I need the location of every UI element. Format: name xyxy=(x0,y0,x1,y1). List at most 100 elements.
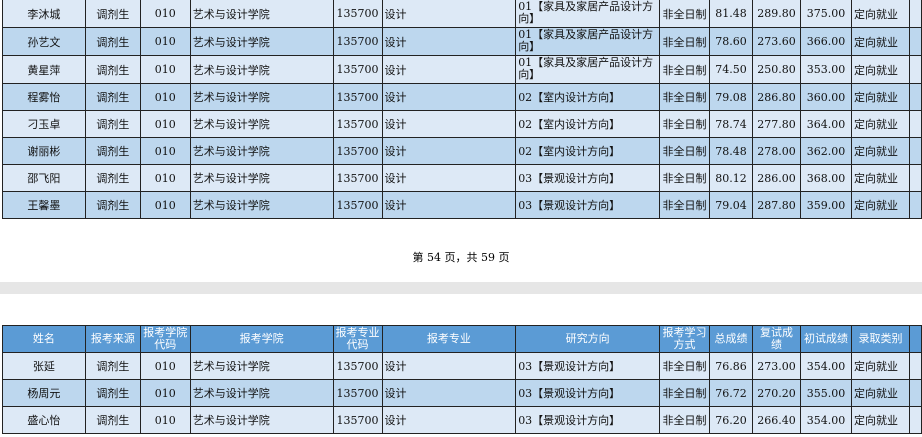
cell-source: 调剂生 xyxy=(84,191,141,219)
cell-source: 调剂生 xyxy=(84,55,141,84)
cell-major: 设计 xyxy=(381,352,517,380)
cell-major-code: 135700 xyxy=(332,83,383,111)
cell-major: 设计 xyxy=(381,137,517,165)
cell-college-code: 010 xyxy=(139,137,191,165)
cell-major: 设计 xyxy=(381,164,517,192)
cell-total-score: 76.20 xyxy=(709,406,754,434)
cell-initial-score: 353.00 xyxy=(800,55,852,84)
cell-retest-score: 250.80 xyxy=(752,55,801,84)
cell-college: 艺术与设计学院 xyxy=(189,55,334,84)
header-retest-score: 复试成绩 xyxy=(752,325,801,353)
cell-extra xyxy=(908,379,922,407)
cell-total-score: 81.48 xyxy=(709,0,754,28)
cell-major: 设计 xyxy=(381,110,517,138)
cell-initial-score: 368.00 xyxy=(800,164,852,192)
header-college: 报考学院 xyxy=(189,325,334,353)
table-row: 黄星萍 调剂生 010 艺术与设计学院 135700 设计 01【家具及家居产品设计方向】非… xyxy=(2,55,922,84)
cell-initial-score: 375.00 xyxy=(800,0,852,28)
cell-major-code: 135700 xyxy=(332,110,383,138)
header-name: 姓名 xyxy=(2,325,86,353)
cell-source: 调剂生 xyxy=(84,352,141,380)
admission-table-page-55: 姓名 报考来源 报考学院代码 报考学院 报考专业代码 报考专业 研究方向 报考学习方式 总成绩复… xyxy=(2,325,922,434)
cell-major: 设计 xyxy=(381,83,517,111)
cell-admission-type: 定向就业 xyxy=(850,379,910,407)
cell-college: 艺术与设计学院 xyxy=(189,83,334,111)
cell-college: 艺术与设计学院 xyxy=(189,0,334,28)
cell-source: 调剂生 xyxy=(84,379,141,407)
cell-major-code: 135700 xyxy=(332,55,383,84)
cell-name: 黄星萍 xyxy=(2,55,86,84)
cell-research-direction: 01【家具及家居产品设计方向】 xyxy=(515,0,661,28)
cell-research-direction: 01【家具及家居产品设计方向】 xyxy=(515,55,661,84)
cell-retest-score: 270.20 xyxy=(752,379,801,407)
cell-total-score: 76.72 xyxy=(709,379,754,407)
cell-college: 艺术与设计学院 xyxy=(189,110,334,138)
table-row: 杨周元 调剂生 010 艺术与设计学院 135700 设计 03【景观设计方向】 非全日制 76… xyxy=(2,379,922,407)
cell-major-code: 135700 xyxy=(332,191,383,219)
cell-initial-score: 354.00 xyxy=(800,352,852,380)
cell-name: 刁玉卓 xyxy=(2,110,86,138)
cell-study-mode: 非全日制 xyxy=(659,352,711,380)
cell-total-score: 74.50 xyxy=(709,55,754,84)
cell-extra xyxy=(908,27,922,56)
cell-admission-type: 定向就业 xyxy=(850,27,910,56)
cell-source: 调剂生 xyxy=(84,83,141,111)
cell-retest-score: 289.80 xyxy=(752,0,801,28)
cell-total-score: 80.12 xyxy=(709,164,754,192)
header-initial-score: 初试成绩 xyxy=(800,325,852,353)
cell-college: 艺术与设计学院 xyxy=(189,137,334,165)
cell-college: 艺术与设计学院 xyxy=(189,164,334,192)
cell-retest-score: 277.80 xyxy=(752,110,801,138)
table-row: 刁玉卓 调剂生 010 艺术与设计学院 135700 设计 02【室内设计方向】 非全日制 78… xyxy=(2,110,922,138)
cell-name: 盛心怡 xyxy=(2,406,86,434)
table-row: 李沐城 调剂生 010 艺术与设计学院 135700 设计 01【家具及家居产品设计方向】非… xyxy=(2,0,922,28)
cell-extra xyxy=(908,164,922,192)
cell-research-direction: 02【室内设计方向】 xyxy=(515,110,661,138)
cell-source: 调剂生 xyxy=(84,137,141,165)
table-row: 谢丽彬 调剂生 010 艺术与设计学院 135700 设计 02【室内设计方向】 非全日制 78… xyxy=(2,137,922,165)
cell-study-mode: 非全日制 xyxy=(659,55,711,84)
cell-research-direction: 03【景观设计方向】 xyxy=(515,352,661,380)
table-row: 孙艺文 调剂生 010 艺术与设计学院 135700 设计 01【家具及家居产品设计方向】非… xyxy=(2,27,922,56)
cell-study-mode: 非全日制 xyxy=(659,110,711,138)
cell-study-mode: 非全日制 xyxy=(659,406,711,434)
cell-college: 艺术与设计学院 xyxy=(189,191,334,219)
cell-name: 程雾怡 xyxy=(2,83,86,111)
header-admission-type: 录取类别 xyxy=(850,325,910,353)
cell-admission-type: 定向就业 xyxy=(850,110,910,138)
cell-extra xyxy=(908,55,922,84)
cell-major-code: 135700 xyxy=(332,27,383,56)
cell-major-code: 135700 xyxy=(332,352,383,380)
cell-college: 艺术与设计学院 xyxy=(189,406,334,434)
cell-major: 设计 xyxy=(381,379,517,407)
cell-major-code: 135700 xyxy=(332,164,383,192)
table-row: 程雾怡 调剂生 010 艺术与设计学院 135700 设计 02【室内设计方向】 非全日制 79… xyxy=(2,83,922,111)
cell-research-direction: 03【景观设计方向】 xyxy=(515,406,661,434)
cell-study-mode: 非全日制 xyxy=(659,191,711,219)
cell-initial-score: 362.00 xyxy=(800,137,852,165)
cell-admission-type: 定向就业 xyxy=(850,352,910,380)
cell-initial-score: 359.00 xyxy=(800,191,852,219)
cell-extra xyxy=(908,352,922,380)
cell-total-score: 78.60 xyxy=(709,27,754,56)
cell-major-code: 135700 xyxy=(332,0,383,28)
cell-research-direction: 02【室内设计方向】 xyxy=(515,137,661,165)
cell-study-mode: 非全日制 xyxy=(659,379,711,407)
cell-college-code: 010 xyxy=(139,352,191,380)
cell-admission-type: 定向就业 xyxy=(850,55,910,84)
cell-research-direction: 03【景观设计方向】 xyxy=(515,379,661,407)
header-major-code: 报考专业代码 xyxy=(332,325,383,353)
cell-initial-score: 355.00 xyxy=(800,379,852,407)
cell-extra xyxy=(908,0,922,28)
cell-source: 调剂生 xyxy=(84,110,141,138)
cell-retest-score: 287.80 xyxy=(752,191,801,219)
cell-major: 设计 xyxy=(381,191,517,219)
cell-extra xyxy=(908,137,922,165)
cell-retest-score: 273.60 xyxy=(752,27,801,56)
cell-retest-score: 273.00 xyxy=(752,352,801,380)
page-separator xyxy=(0,282,922,294)
cell-admission-type: 定向就业 xyxy=(850,0,910,28)
cell-name: 孙艺文 xyxy=(2,27,86,56)
header-research-direction: 研究方向 xyxy=(515,325,661,353)
cell-college-code: 010 xyxy=(139,83,191,111)
